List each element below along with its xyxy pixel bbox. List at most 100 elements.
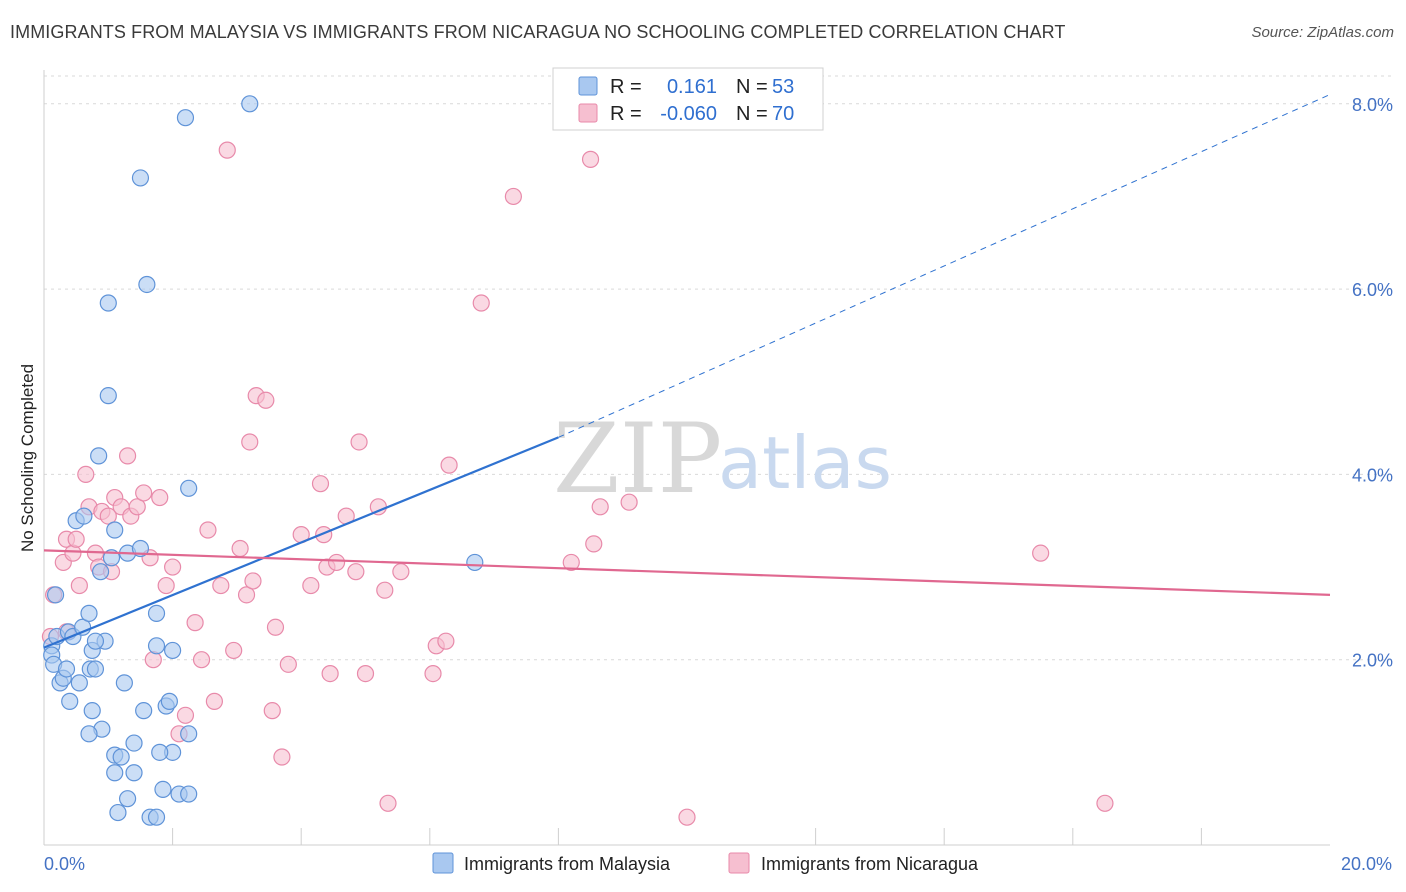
- stats-r-value-1: 0.161: [667, 76, 717, 98]
- nicaragua-point: [678, 808, 696, 826]
- stats-swatch-malaysia: [578, 76, 598, 96]
- nicaragua-point: [356, 664, 375, 683]
- nicaragua-point: [585, 535, 603, 553]
- malaysia-point: [86, 632, 105, 650]
- nicaragua-point: [192, 651, 211, 669]
- malaysia-point: [176, 109, 195, 127]
- nicaragua-point: [257, 391, 275, 409]
- malaysia-point: [106, 521, 124, 539]
- nicaragua-point: [311, 475, 330, 493]
- malaysia-point: [106, 764, 124, 782]
- nicaragua-point: [231, 539, 249, 558]
- malaysia-point: [180, 725, 198, 743]
- watermark: ZIP atlas: [553, 403, 892, 515]
- legend-swatch-malaysia: [432, 852, 454, 874]
- nicaragua-point: [67, 530, 85, 548]
- nicaragua-point: [218, 141, 236, 159]
- nicaragua-point: [244, 572, 262, 590]
- axes: [43, 70, 1330, 846]
- nicaragua-point: [70, 576, 88, 595]
- stats-n-label-2: N =: [736, 103, 768, 125]
- nicaragua-point: [350, 433, 368, 451]
- nicaragua-point: [591, 498, 609, 516]
- nicaragua-point: [327, 553, 346, 572]
- chart-title: IMMIGRANTS FROM MALAYSIA VS IMMIGRANTS F…: [10, 22, 1066, 42]
- stats-box: R = 0.161 N = 53 R = -0.060 N = 70: [552, 67, 824, 131]
- nicaragua-point: [225, 641, 243, 660]
- y-tick-label: 6.0%: [1352, 280, 1393, 300]
- series-nicaragua: [41, 141, 1114, 826]
- malaysia-point: [147, 604, 166, 622]
- malaysia-point: [99, 294, 117, 312]
- nicaragua-point: [176, 706, 195, 724]
- nicaragua-point: [186, 614, 204, 632]
- stats-r-label-1: R =: [610, 76, 642, 98]
- malaysia-point: [99, 387, 117, 405]
- nicaragua-point: [504, 187, 522, 206]
- malaysia-point: [109, 803, 127, 822]
- trendlines: [43, 94, 1331, 649]
- malaysia-point: [147, 637, 166, 655]
- chart-source: Source: ZipAtlas.com: [1251, 24, 1394, 41]
- trendline-nicaragua: [43, 549, 1331, 596]
- malaysia-point: [80, 725, 98, 743]
- malaysia-point: [57, 660, 76, 678]
- malaysia-point: [46, 586, 65, 604]
- nicaragua-point: [1096, 794, 1114, 812]
- nicaragua-point: [279, 655, 297, 673]
- stats-n-label-1: N =: [736, 76, 768, 98]
- nicaragua-point: [164, 558, 182, 576]
- malaysia-point: [164, 641, 182, 660]
- stats-box-frame: [552, 67, 824, 131]
- legend-swatch-nicaragua: [728, 852, 750, 874]
- nicaragua-point: [424, 664, 442, 683]
- nicaragua-point: [581, 150, 600, 168]
- malaysia-point: [180, 479, 198, 497]
- watermark-zip: ZIP: [553, 403, 722, 515]
- watermark-atlas: atlas: [718, 421, 892, 505]
- nicaragua-point: [205, 692, 223, 710]
- malaysia-point: [90, 447, 108, 465]
- nicaragua-point: [151, 488, 169, 507]
- malaysia-point: [138, 275, 156, 294]
- malaysia-point: [70, 674, 88, 692]
- nicaragua-point: [321, 664, 339, 683]
- nicaragua-point: [99, 507, 117, 525]
- malaysia-point: [115, 674, 133, 692]
- nicaragua-point: [135, 484, 153, 502]
- malaysia-point: [86, 660, 105, 678]
- nicaragua-point: [157, 576, 175, 595]
- malaysia-point: [91, 563, 110, 581]
- nicaragua-point: [392, 563, 410, 581]
- trendline-malaysia: [43, 436, 559, 649]
- tick-labels: 2.0% 4.0% 6.0% 8.0%: [172, 95, 1393, 845]
- nicaragua-point: [263, 702, 281, 720]
- nicaragua-point: [266, 618, 285, 636]
- malaysia-point: [135, 702, 153, 720]
- malaysia-point: [160, 692, 178, 710]
- malaysia-point: [83, 702, 101, 720]
- nicaragua-point: [118, 447, 137, 465]
- nicaragua-point: [1032, 544, 1050, 562]
- nicaragua-point: [144, 651, 162, 669]
- nicaragua-point: [620, 493, 638, 511]
- legend-label-malaysia: Immigrants from Malaysia: [464, 854, 671, 874]
- malaysia-point: [180, 785, 198, 803]
- nicaragua-point: [199, 521, 217, 539]
- nicaragua-point: [128, 498, 146, 516]
- malaysia-point: [118, 790, 137, 808]
- nicaragua-point: [212, 576, 230, 595]
- malaysia-point: [466, 553, 484, 572]
- legend: Immigrants from Malaysia Immigrants from…: [432, 852, 979, 874]
- malaysia-point: [125, 764, 143, 782]
- nicaragua-point: [440, 456, 458, 474]
- stats-r-value-2: -0.060: [660, 103, 717, 125]
- stats-n-value-2: 70: [772, 103, 794, 125]
- nicaragua-point: [302, 576, 320, 595]
- nicaragua-point: [376, 581, 394, 599]
- malaysia-point: [61, 692, 79, 710]
- nicaragua-point: [437, 632, 455, 650]
- malaysia-point: [80, 604, 98, 622]
- trendline-malaysia-extension: [558, 94, 1331, 438]
